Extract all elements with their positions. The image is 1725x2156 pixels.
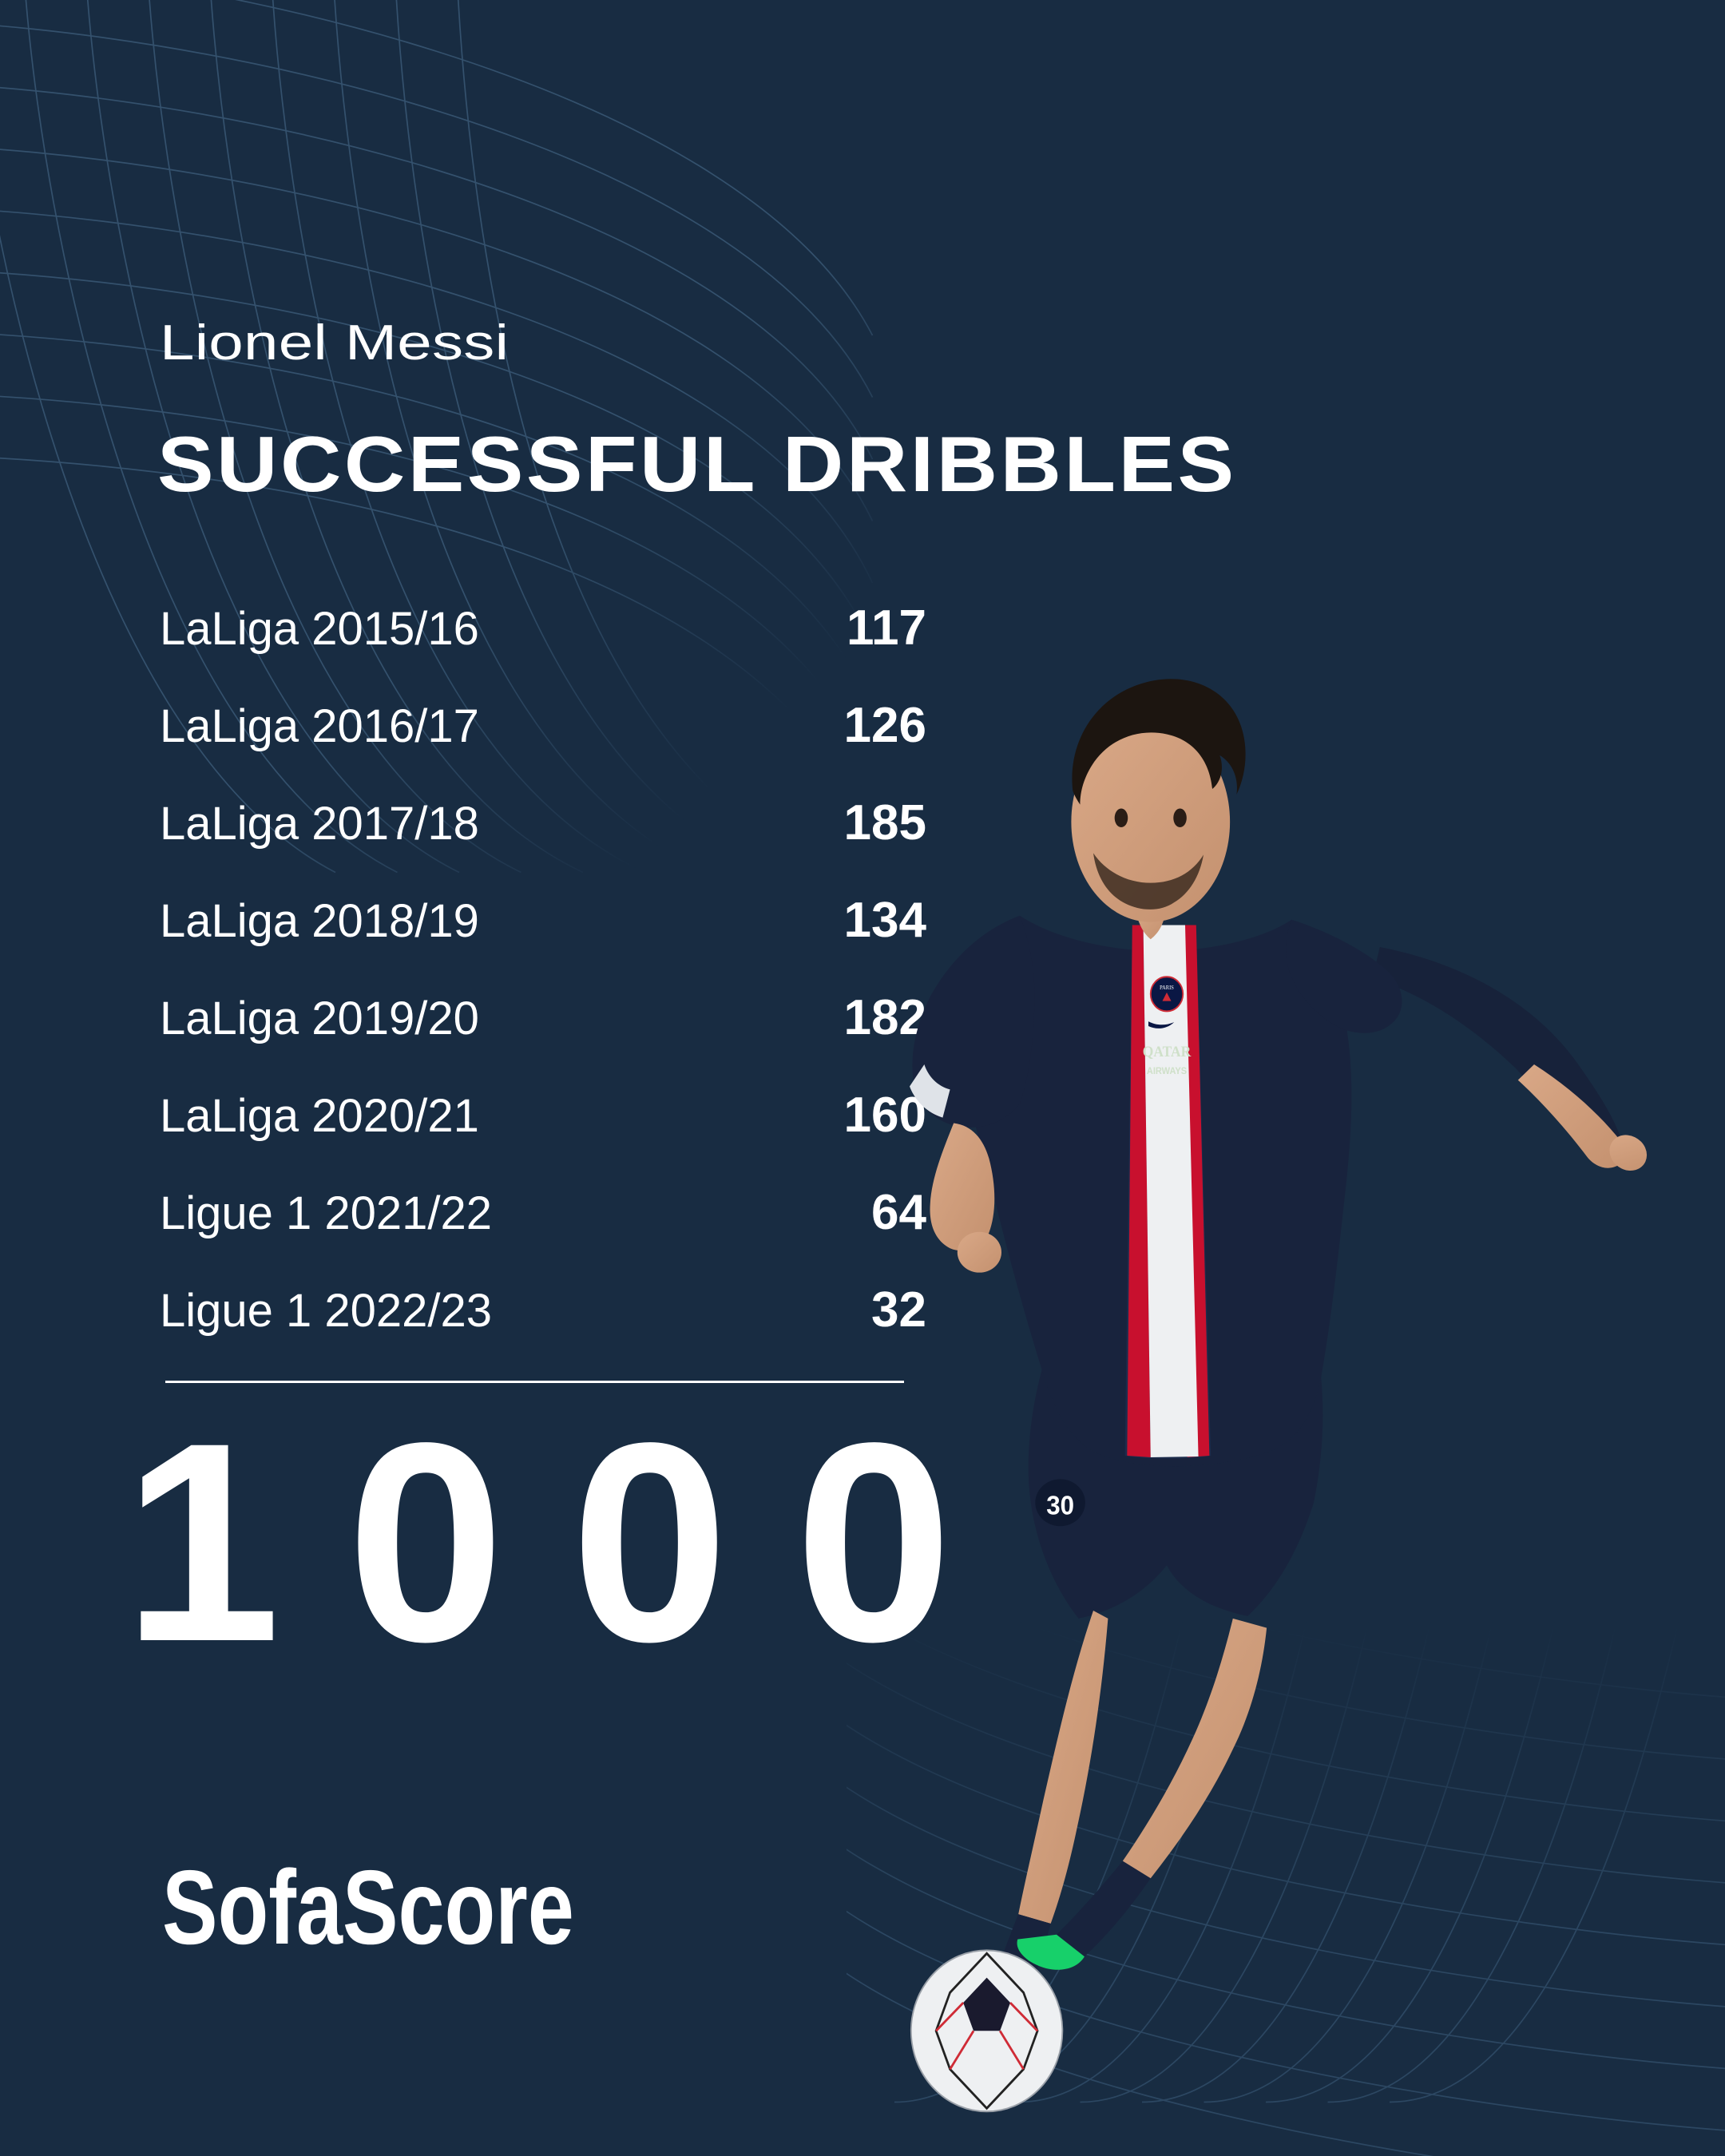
svg-text:QATAR: QATAR (1143, 1044, 1192, 1060)
svg-text:PARIS: PARIS (1160, 985, 1174, 991)
svg-text:AIRWAYS: AIRWAYS (1147, 1066, 1188, 1076)
svg-text:30: 30 (1046, 1491, 1074, 1520)
